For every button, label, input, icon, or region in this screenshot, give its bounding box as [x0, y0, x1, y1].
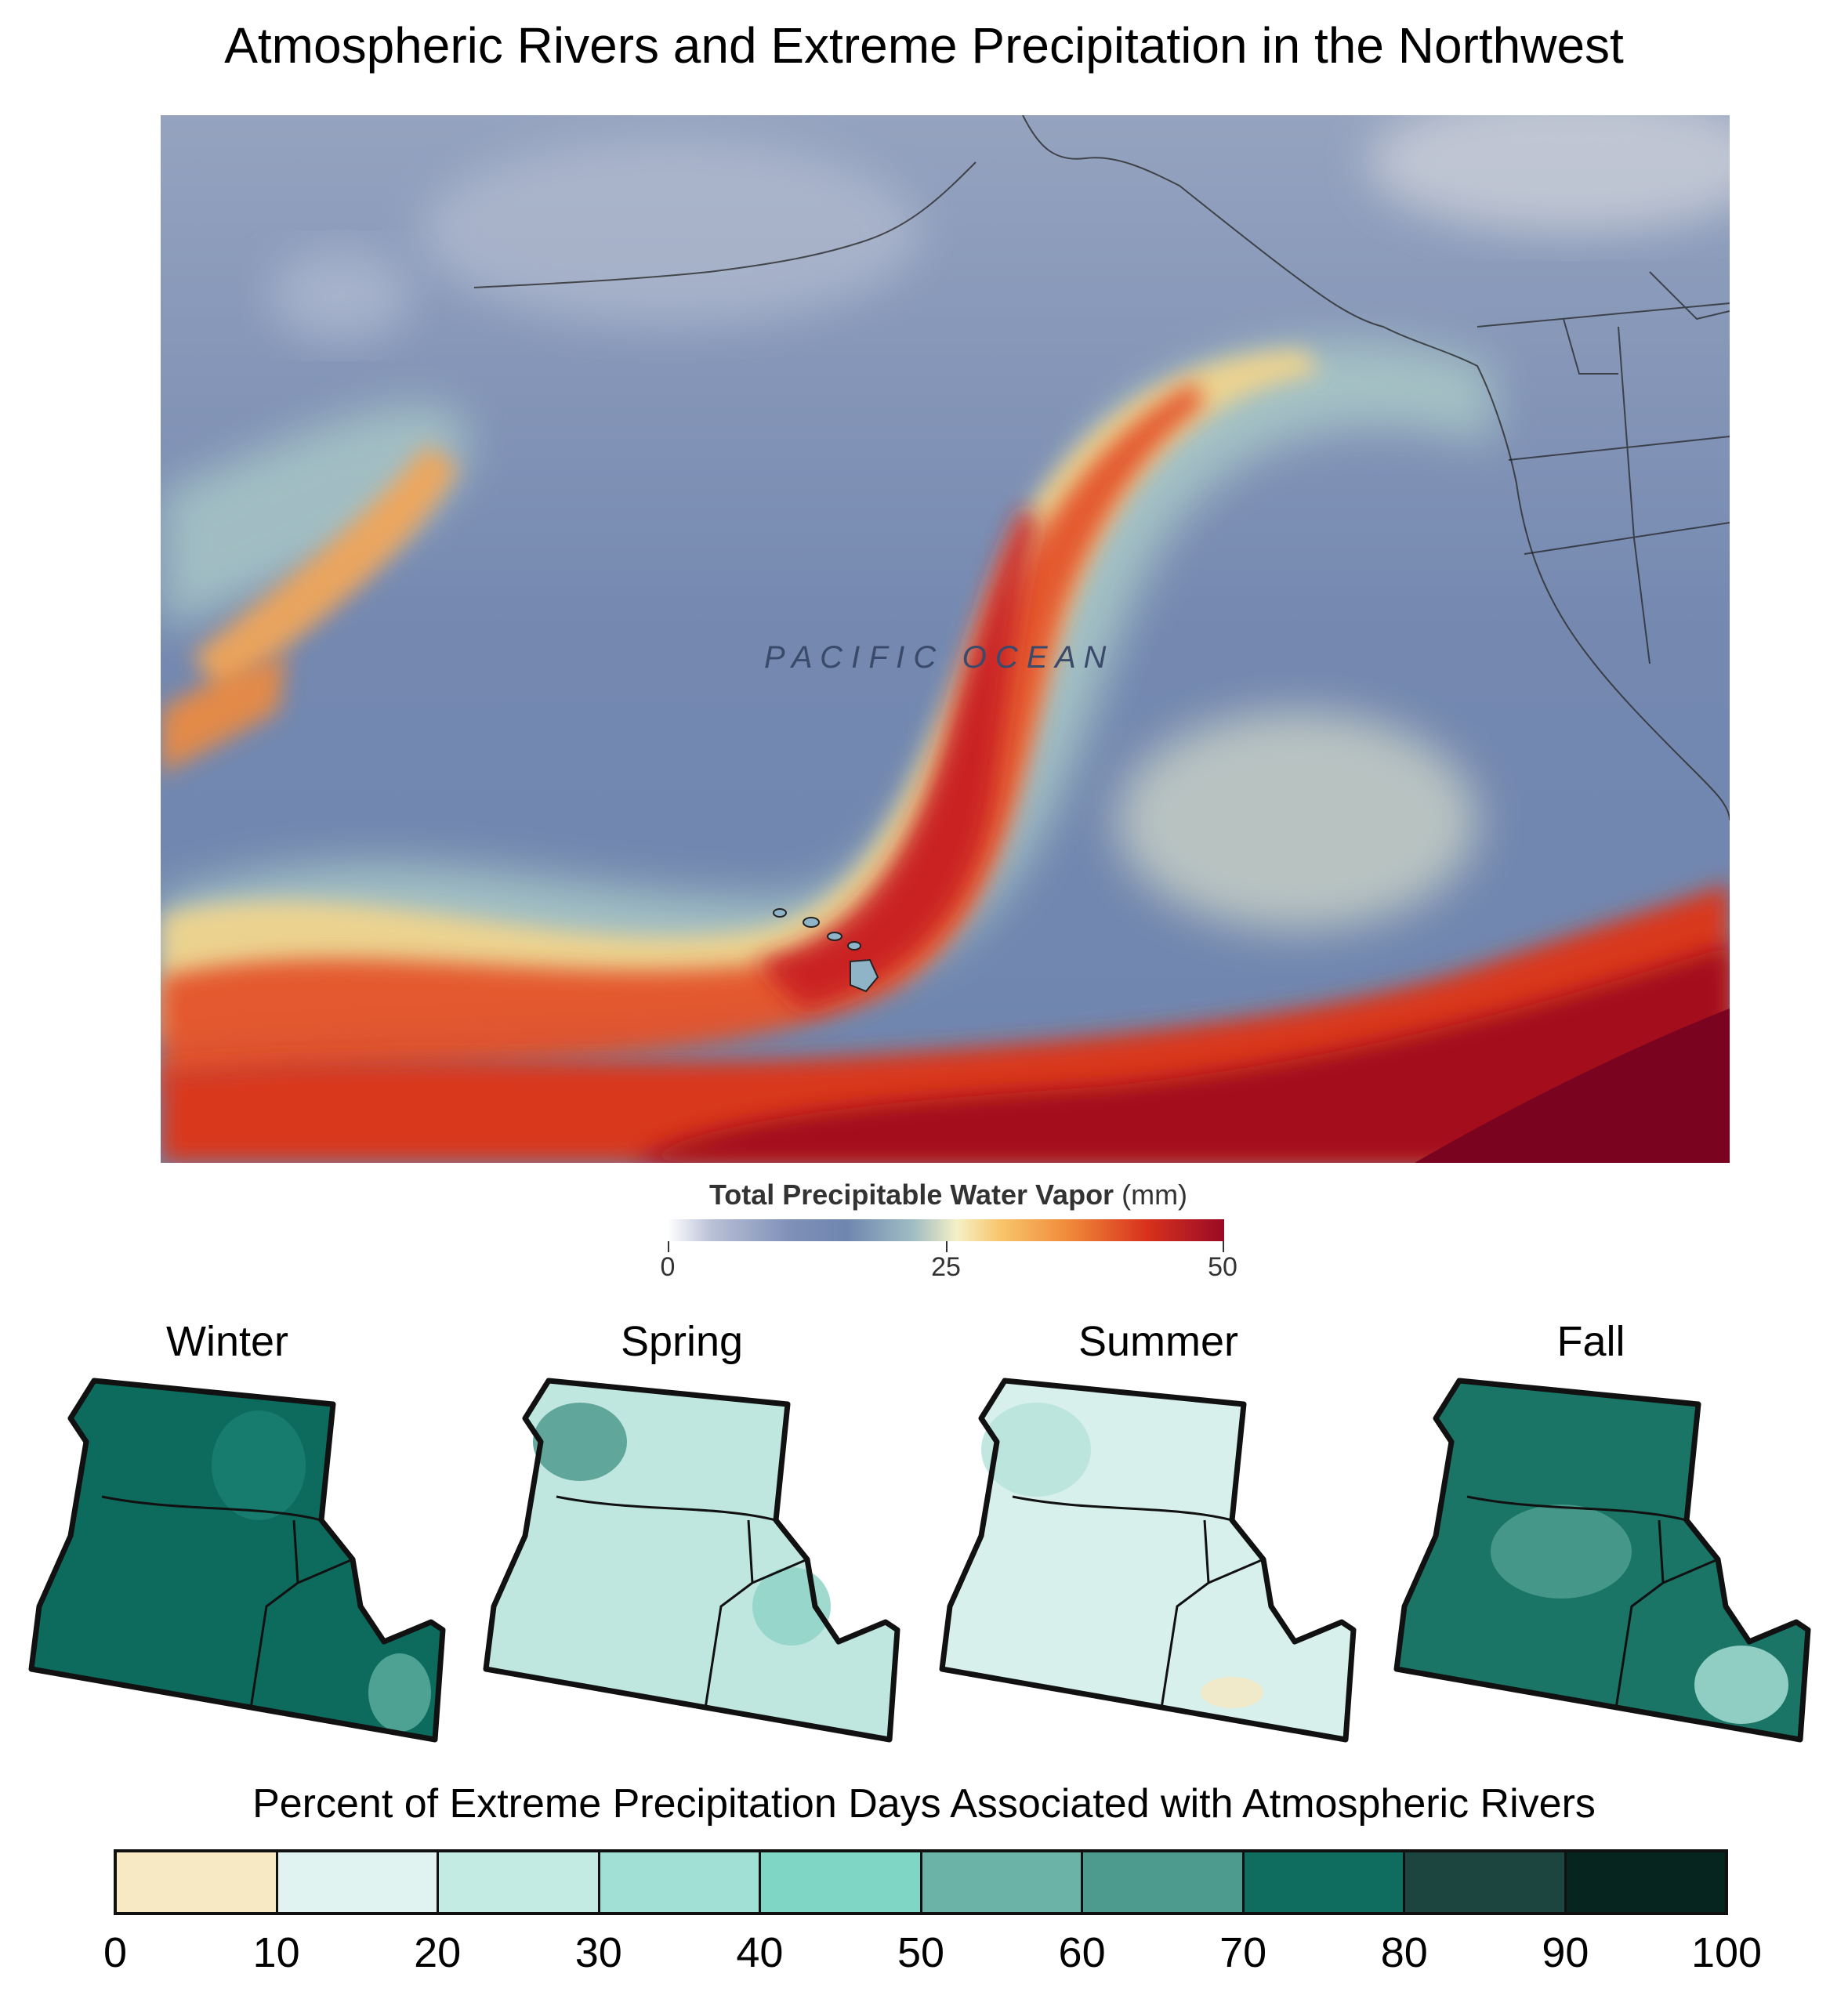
ar-legend-title: Percent of Extreme Precipitation Days As…	[252, 1781, 1596, 1827]
season-map-summer	[939, 1378, 1357, 1743]
state-boundaries	[1477, 271, 1730, 664]
ar-scale-cell	[1405, 1852, 1567, 1912]
tpw-colorbar	[668, 1219, 1224, 1241]
season-label-winter: Winter	[165, 1318, 288, 1365]
tpw-tick	[946, 1241, 948, 1252]
ar-scale-cell	[1083, 1852, 1245, 1912]
tpw-tick-label: 0	[660, 1252, 676, 1282]
ar-scale-cell	[439, 1852, 600, 1912]
ar-scale-cell	[600, 1852, 761, 1912]
season-label-spring: Spring	[620, 1318, 744, 1365]
tpw-legend-title-bold: Total Precipitable Water Vapor	[708, 1179, 1114, 1211]
ar-color-scale	[114, 1849, 1728, 1915]
ar-tick-label: 30	[574, 1929, 622, 1976]
tpw-tick-label: 25	[931, 1252, 961, 1282]
season-map-winter	[28, 1378, 446, 1743]
ar-scale-cell	[1244, 1852, 1405, 1912]
ar-scale-cell	[761, 1852, 922, 1912]
hawaii-islands	[773, 908, 879, 993]
page-title: Atmospheric Rivers and Extreme Precipita…	[224, 17, 1624, 74]
ar-tick-label: 100	[1690, 1929, 1763, 1976]
coastline	[473, 115, 1730, 821]
ar-tick-label: 10	[252, 1929, 300, 1976]
ar-tick-label: 60	[1058, 1929, 1106, 1976]
tpw-tick-label: 50	[1208, 1252, 1237, 1282]
season-map-fall	[1393, 1378, 1811, 1743]
ar-tick-label: 0	[103, 1929, 128, 1976]
ar-tick-label: 50	[897, 1929, 945, 1976]
tpw-tick	[668, 1241, 669, 1252]
ar-scale-cell	[277, 1852, 439, 1912]
ar-scale-cell	[922, 1852, 1083, 1912]
season-map-spring	[483, 1378, 900, 1743]
tpw-tick	[1223, 1241, 1224, 1252]
season-label-summer: Summer	[1078, 1318, 1239, 1365]
season-label-fall: Fall	[1556, 1318, 1625, 1365]
ar-tick-label: 20	[414, 1929, 462, 1976]
ar-tick-label: 80	[1380, 1929, 1428, 1976]
tpw-legend-title-unit: (mm)	[1121, 1179, 1188, 1211]
ar-tick-label: 90	[1542, 1929, 1589, 1976]
ar-scale-cell	[117, 1852, 278, 1912]
tpw-legend-title: Total Precipitable Water Vapor (mm)	[596, 1179, 1301, 1211]
water-vapor-map: P A C I F I C O C E A N	[161, 115, 1730, 1163]
ar-tick-label: 40	[736, 1929, 784, 1976]
ar-tick-label: 70	[1219, 1929, 1267, 1976]
ocean-label: P A C I F I C O C E A N	[764, 640, 1106, 675]
ar-scale-cell	[1566, 1852, 1725, 1912]
